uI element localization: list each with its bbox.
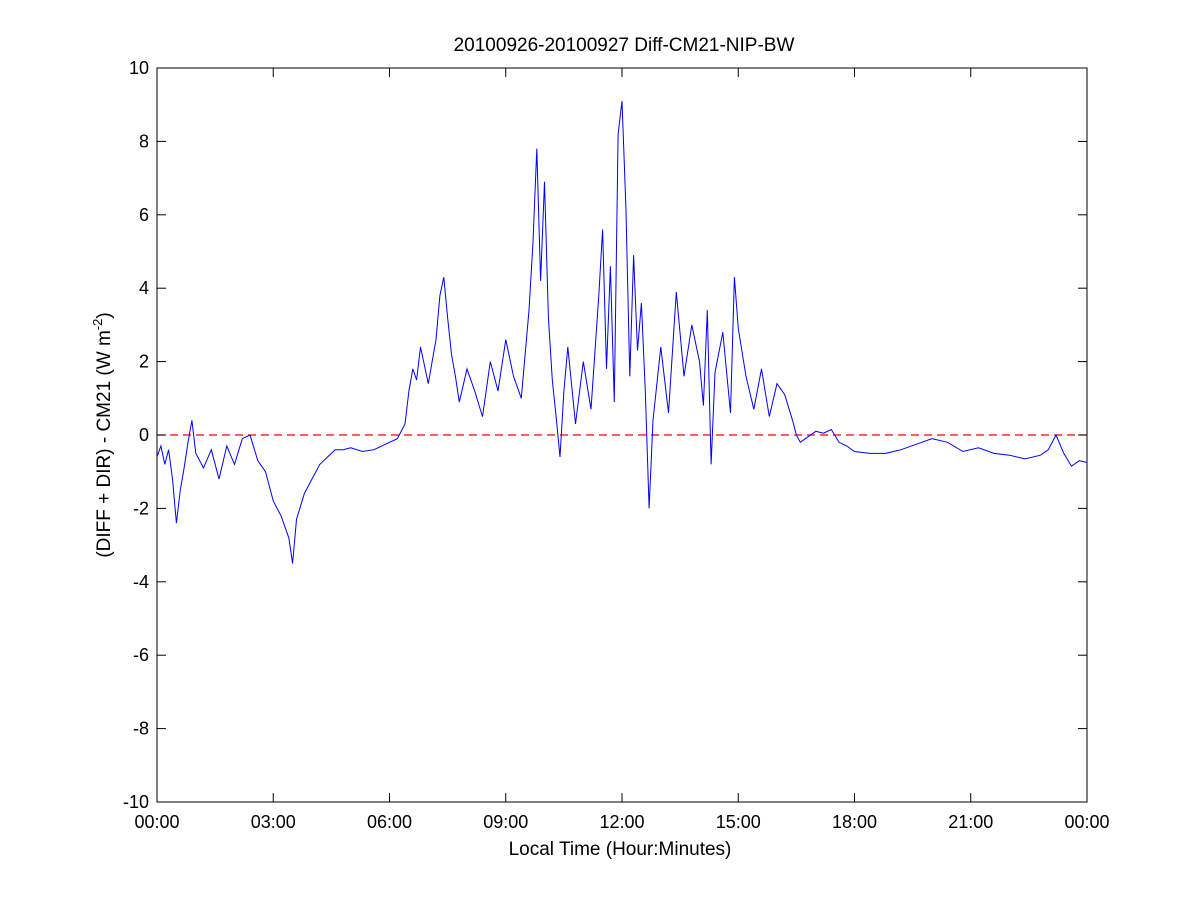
x-axis-label: Local Time (Hour:Minutes)	[509, 839, 732, 860]
y-tick-label: -6	[133, 645, 149, 665]
plot-area	[156, 67, 1088, 803]
x-tick-label: 06:00	[367, 812, 412, 832]
x-tick-label: 15:00	[716, 812, 761, 832]
x-axis-ticks: 00:00 03:00 06:00 09:00 12:00 15:00 18:00 21:00…	[134, 68, 1110, 832]
y-axis-label: (DIFF + DIR) - CM21 (W m-2)	[90, 312, 115, 557]
y-tick-label: -2	[133, 498, 149, 518]
x-tick-label: 00:00	[1064, 812, 1109, 832]
x-tick-label: 12:00	[599, 812, 644, 832]
x-tick-label: 21:00	[948, 812, 993, 832]
y-tick-label: -10	[123, 792, 149, 812]
x-tick-label: 03:00	[251, 812, 296, 832]
y-axis-ticks: -10 -8 -6 -4 -2 0 2 4 6 8 10	[123, 58, 1087, 812]
chart-title: 20100926-20100927 Diff-CM21-NIP-BW	[454, 35, 795, 56]
y-tick-label: 0	[139, 425, 149, 445]
y-tick-label: 8	[139, 131, 149, 151]
y-tick-label: 6	[139, 205, 149, 225]
y-axis-label-end: )	[94, 312, 115, 318]
x-tick-label: 00:00	[134, 812, 179, 832]
axes-box	[156, 67, 1088, 803]
x-tick-label: 09:00	[483, 812, 528, 832]
y-tick-label: 2	[139, 352, 149, 372]
y-tick-label: -8	[133, 719, 149, 739]
y-axis-label-main: (DIFF + DIR) - CM21 (W m	[94, 330, 115, 557]
x-tick-label: 18:00	[832, 812, 877, 832]
y-axis-label-sup: -2	[90, 319, 105, 331]
y-tick-label: -4	[133, 572, 149, 592]
series-line	[157, 100, 1087, 564]
y-tick-label: 4	[139, 278, 149, 298]
y-tick-label: 10	[129, 58, 149, 78]
